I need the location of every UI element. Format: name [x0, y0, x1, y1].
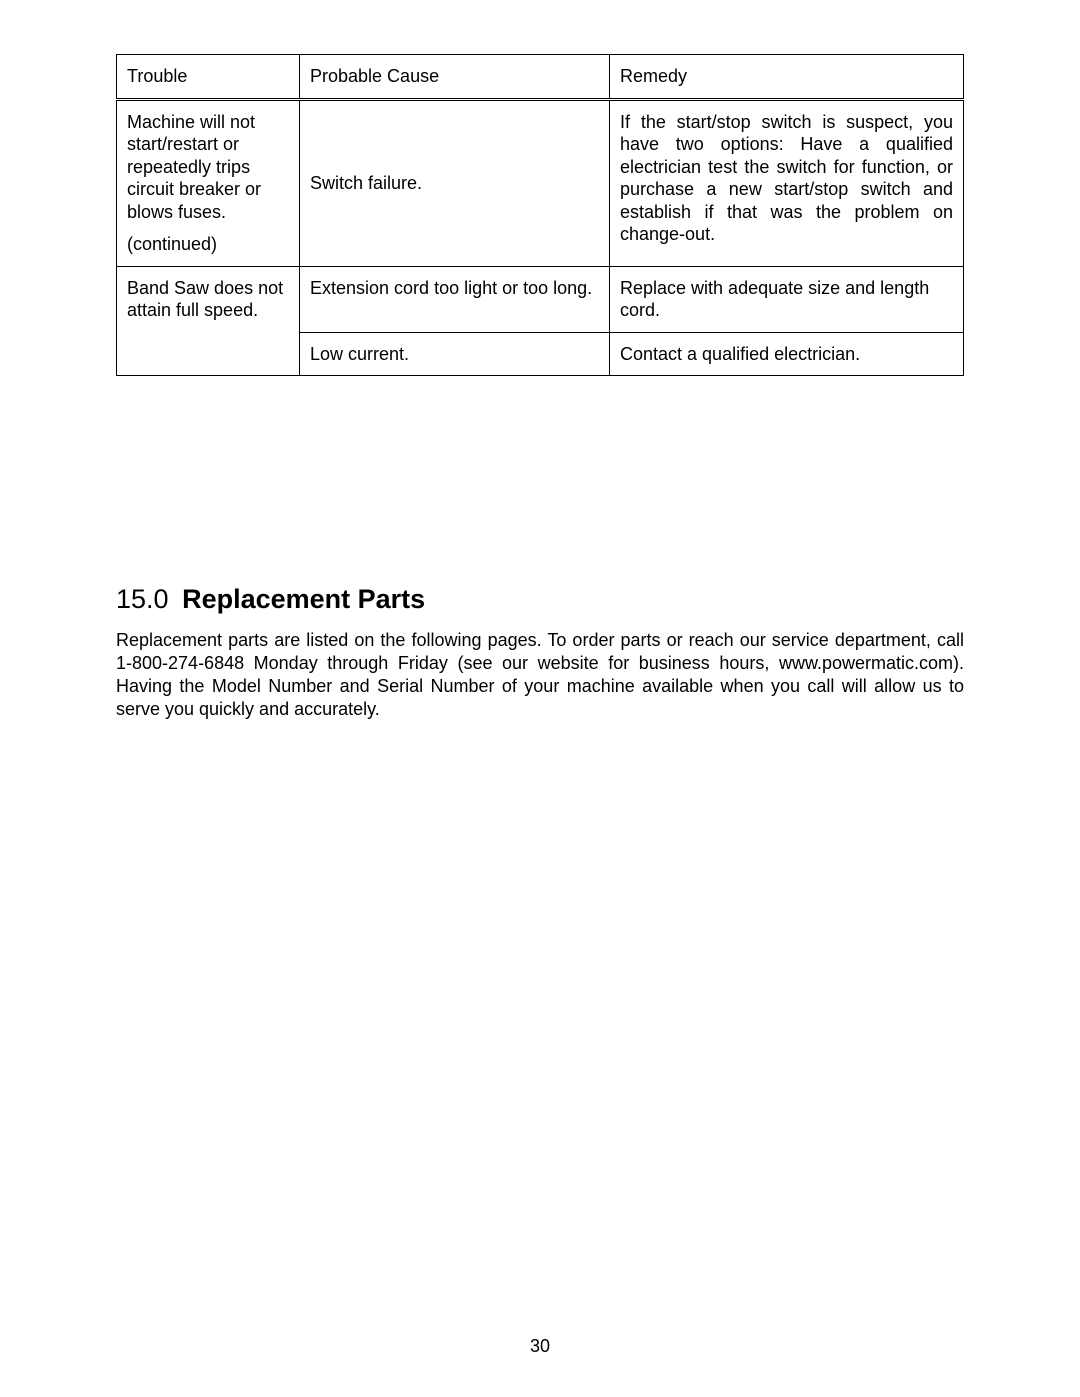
trouble-cell: Machine will not start/restart or repeat… [117, 99, 300, 266]
remedy-cell: Replace with adequate size and length co… [610, 266, 964, 332]
trouble-continued: (continued) [127, 233, 289, 256]
section-paragraph: Replacement parts are listed on the foll… [116, 629, 964, 721]
trouble-text: Machine will not start/restart or repeat… [127, 112, 261, 222]
col-header-cause: Probable Cause [300, 55, 610, 100]
col-header-remedy: Remedy [610, 55, 964, 100]
remedy-cell: Contact a qualified electrician. [610, 332, 964, 376]
manual-page: Trouble Probable Cause Remedy Machine wi… [0, 0, 1080, 1397]
trouble-cell: Band Saw does not attain full speed. [117, 266, 300, 376]
col-header-trouble: Trouble [117, 55, 300, 100]
troubleshooting-table: Trouble Probable Cause Remedy Machine wi… [116, 54, 964, 376]
table-row: Machine will not start/restart or repeat… [117, 99, 964, 266]
section-title: Replacement Parts [182, 584, 425, 614]
cause-cell: Low current. [300, 332, 610, 376]
cause-cell: Switch failure. [300, 99, 610, 266]
cause-cell: Extension cord too light or too long. [300, 266, 610, 332]
remedy-cell: If the start/stop switch is suspect, you… [610, 99, 964, 266]
section-number: 15.0 [116, 584, 169, 614]
section-heading: 15.0 Replacement Parts [116, 584, 964, 615]
table-row: Band Saw does not attain full speed. Ext… [117, 266, 964, 332]
page-number: 30 [0, 1336, 1080, 1357]
table-header-row: Trouble Probable Cause Remedy [117, 55, 964, 100]
